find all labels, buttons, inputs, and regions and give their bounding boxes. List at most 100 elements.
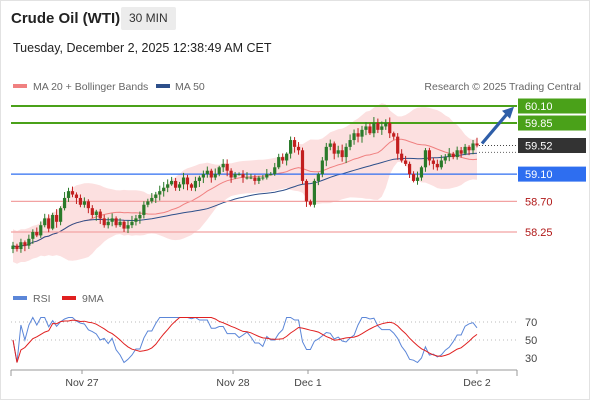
candle-body (233, 174, 237, 178)
candle-body (221, 163, 225, 168)
candle-body (122, 221, 126, 229)
candles (11, 117, 479, 254)
candle-body (114, 218, 118, 226)
candle-body (31, 232, 35, 239)
price-levels: 60.10 59.85 59.52 59.10 58.70 58.25 (11, 98, 586, 239)
ma20-line (12, 138, 478, 248)
candle-body (439, 160, 443, 168)
candle-body (102, 218, 106, 226)
candle-body (94, 211, 98, 215)
candle-body (364, 126, 368, 130)
candle-body (368, 126, 372, 134)
candle-body (352, 133, 356, 141)
candle-body (257, 177, 261, 181)
legend-swatch-9ma (62, 296, 76, 300)
attribution: Research © 2025 Trading Central (424, 81, 581, 93)
candle-body (253, 177, 257, 181)
candle-body (213, 174, 217, 178)
candle-body (415, 177, 420, 181)
x-tick-label: Dec 1 (294, 377, 322, 389)
level-59-85-tag (518, 115, 586, 131)
candle-body (142, 204, 146, 215)
legend-label-ma50: MA 50 (175, 81, 205, 93)
candle-body (459, 150, 463, 154)
candle-body (312, 180, 317, 205)
legend-swatch-ma20 (13, 84, 27, 88)
candle-body (292, 140, 297, 147)
candle-body (170, 180, 174, 185)
candle-body (300, 150, 305, 181)
legend-label-9ma: 9MA (82, 293, 104, 305)
candle-body (407, 163, 412, 175)
rsi-panel: 70 50 30 (11, 316, 537, 365)
x-axis: Nov 27 Nov 28 Dec 1 Dec 2 (10, 370, 518, 389)
level-60-10-tag (518, 98, 586, 114)
candle-body (181, 177, 186, 185)
candle-body (380, 126, 384, 130)
x-tick-label: Nov 27 (65, 377, 98, 389)
candle-body (475, 143, 479, 146)
candle-body (173, 180, 178, 188)
rsi-tick-30: 30 (525, 353, 537, 365)
candle-body (66, 191, 71, 198)
candle-body (201, 174, 205, 178)
candle-body (134, 218, 138, 222)
candle-body (269, 174, 273, 176)
candle-body (205, 170, 209, 175)
candle-body (344, 146, 348, 158)
candle-body (372, 123, 376, 134)
candle-body (47, 218, 51, 229)
candle-body (70, 191, 75, 195)
candle-body (189, 184, 194, 188)
candle-body (332, 143, 336, 154)
candle-body (324, 146, 328, 161)
candle-body (27, 238, 31, 246)
rsi-ma-line (12, 317, 478, 363)
candle-body (304, 180, 309, 202)
candle-body (249, 177, 253, 179)
candle-body (154, 194, 158, 198)
candle-body (110, 218, 114, 222)
legend-label-ma20: MA 20 + Bollinger Bands (33, 81, 148, 93)
candle-body (43, 218, 47, 226)
candle-body (411, 174, 416, 181)
x-tick-label: Dec 2 (463, 377, 491, 389)
candle-body (150, 197, 154, 202)
candle-body (360, 129, 364, 137)
candle-body (384, 123, 388, 127)
chart-header: Crude Oil (WTI) 30 MIN (0, 0, 590, 36)
candle-body (435, 163, 439, 168)
candle-body (320, 160, 324, 175)
candle-body (273, 167, 277, 175)
candle-body (162, 187, 166, 192)
candle-body (177, 184, 182, 188)
candle-body (58, 208, 63, 222)
candle-body (404, 160, 408, 164)
candle-body (245, 177, 249, 179)
level-58-70-label: 58.70 (525, 196, 553, 208)
candle-body (388, 123, 392, 134)
candle-body (217, 167, 221, 175)
candle-body (166, 184, 170, 188)
candle-body (225, 163, 229, 171)
candle-body (51, 214, 55, 229)
candle-body (451, 153, 455, 158)
level-59-85-label: 59.85 (525, 118, 553, 130)
candle-body (285, 153, 289, 161)
candle-body (296, 146, 301, 151)
candle-body (376, 123, 380, 130)
candle-body (328, 143, 332, 147)
candle-body (316, 174, 320, 181)
candle-body (336, 150, 340, 154)
candle-body (400, 153, 404, 161)
candle-body (82, 201, 86, 205)
timeframe-badge[interactable]: 30 MIN (121, 7, 176, 30)
candle-body (126, 225, 130, 229)
legend-swatch-ma50 (156, 84, 170, 88)
x-tick-label: Nov 28 (216, 377, 249, 389)
candle-body (78, 197, 83, 205)
candle-body (23, 242, 27, 246)
candle-body (419, 167, 424, 178)
forecast-arrow-head (502, 106, 514, 119)
level-59-10-label: 59.10 (525, 169, 553, 181)
